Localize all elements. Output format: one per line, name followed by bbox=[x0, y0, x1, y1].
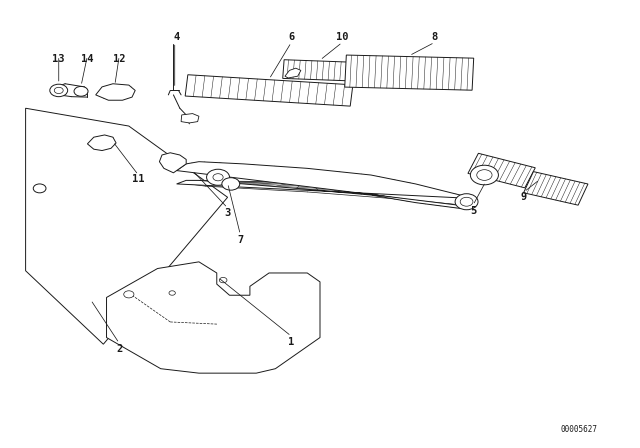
Polygon shape bbox=[285, 68, 301, 78]
Polygon shape bbox=[185, 75, 353, 106]
Circle shape bbox=[213, 174, 223, 181]
Circle shape bbox=[207, 169, 230, 185]
Circle shape bbox=[222, 178, 240, 190]
Polygon shape bbox=[345, 55, 474, 90]
Text: 8: 8 bbox=[431, 32, 438, 42]
Circle shape bbox=[169, 291, 175, 295]
Text: 4: 4 bbox=[173, 32, 180, 42]
Text: 11: 11 bbox=[132, 174, 145, 185]
Circle shape bbox=[470, 165, 499, 185]
Polygon shape bbox=[159, 153, 186, 173]
Text: 3: 3 bbox=[225, 208, 231, 218]
Text: 6: 6 bbox=[288, 32, 294, 42]
Polygon shape bbox=[283, 60, 357, 81]
Circle shape bbox=[477, 170, 492, 181]
Circle shape bbox=[220, 277, 227, 283]
Text: 13: 13 bbox=[52, 54, 65, 64]
Polygon shape bbox=[88, 135, 116, 151]
Polygon shape bbox=[26, 108, 228, 344]
Text: 5: 5 bbox=[470, 206, 476, 215]
Text: 1: 1 bbox=[288, 337, 294, 347]
Polygon shape bbox=[106, 262, 320, 373]
Circle shape bbox=[460, 197, 473, 206]
Polygon shape bbox=[181, 114, 199, 123]
Polygon shape bbox=[96, 84, 135, 100]
Text: 14: 14 bbox=[81, 54, 93, 64]
Circle shape bbox=[54, 87, 63, 94]
Text: 9: 9 bbox=[521, 192, 527, 202]
Circle shape bbox=[124, 291, 134, 298]
Text: 00005627: 00005627 bbox=[560, 425, 597, 434]
Text: 12: 12 bbox=[113, 54, 125, 64]
Text: 2: 2 bbox=[116, 344, 122, 353]
Circle shape bbox=[74, 86, 88, 96]
Text: 10: 10 bbox=[336, 32, 349, 42]
Polygon shape bbox=[524, 172, 588, 205]
Text: 7: 7 bbox=[237, 235, 243, 245]
Polygon shape bbox=[177, 162, 467, 208]
Circle shape bbox=[33, 184, 46, 193]
Circle shape bbox=[50, 84, 68, 97]
Polygon shape bbox=[468, 153, 535, 188]
Circle shape bbox=[455, 194, 478, 210]
